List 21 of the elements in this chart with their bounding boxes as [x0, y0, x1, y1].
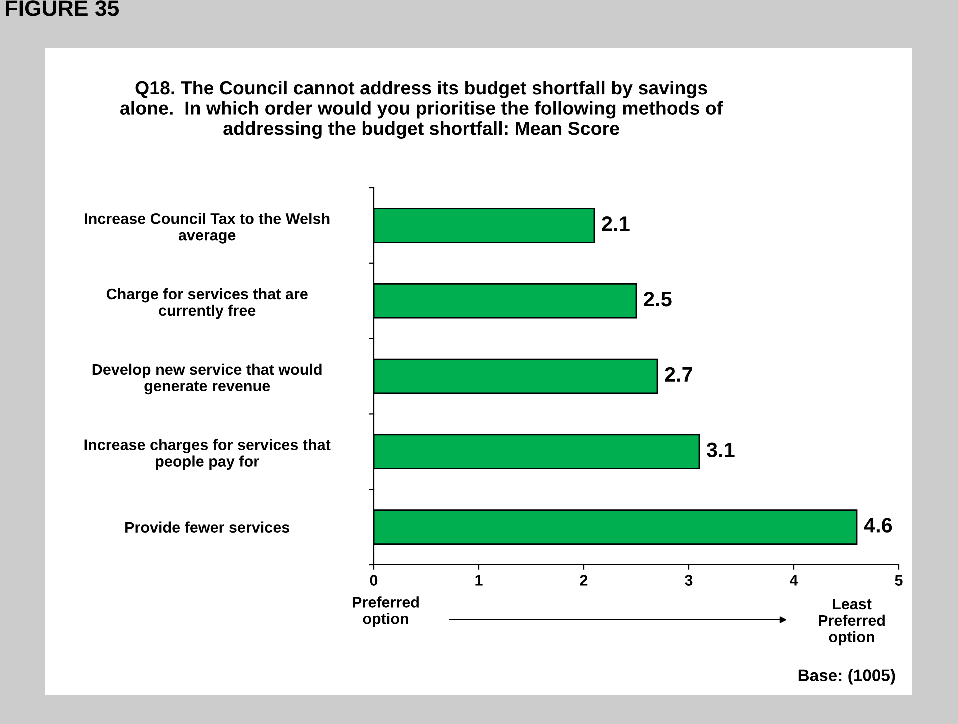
x-tick-label: 2 [580, 575, 588, 586]
data-label: 2.1 [602, 216, 630, 232]
text: Preferred option [353, 596, 419, 628]
y-tick-label: Increase Council Tax to the Welsh average [85, 213, 330, 244]
y-tick-label: Charge for services that are currently free [106, 288, 308, 320]
x-tick-label: 4 [790, 575, 798, 586]
y-tick-label: Develop new service that would generate revenue [92, 364, 322, 395]
chart-title: Q18. The Council cannot address its budget shortfall by savings alone. In which order would you prioritise the following methods of addressing the budget shortfall: Mean Score [120, 80, 724, 140]
caption: FIGURE 35 [6, 0, 120, 16]
data-label: 3.1 [706, 442, 735, 458]
y-tick-label: Provide fewer services [126, 522, 290, 533]
data-label: 2.5 [644, 292, 672, 307]
x-tick-label: 5 [895, 575, 903, 586]
text: Base: (1005) [798, 669, 896, 685]
x-tick-label: 1 [476, 575, 483, 586]
data-label: 2.7 [665, 367, 692, 382]
x-tick-label: 3 [685, 575, 693, 586]
data-label: 4.6 [864, 518, 892, 533]
text: Least Preferred option [819, 598, 885, 646]
x-tick-label: 0 [370, 575, 378, 586]
y-tick-label: Increase charges for services that people pay for [84, 439, 331, 470]
